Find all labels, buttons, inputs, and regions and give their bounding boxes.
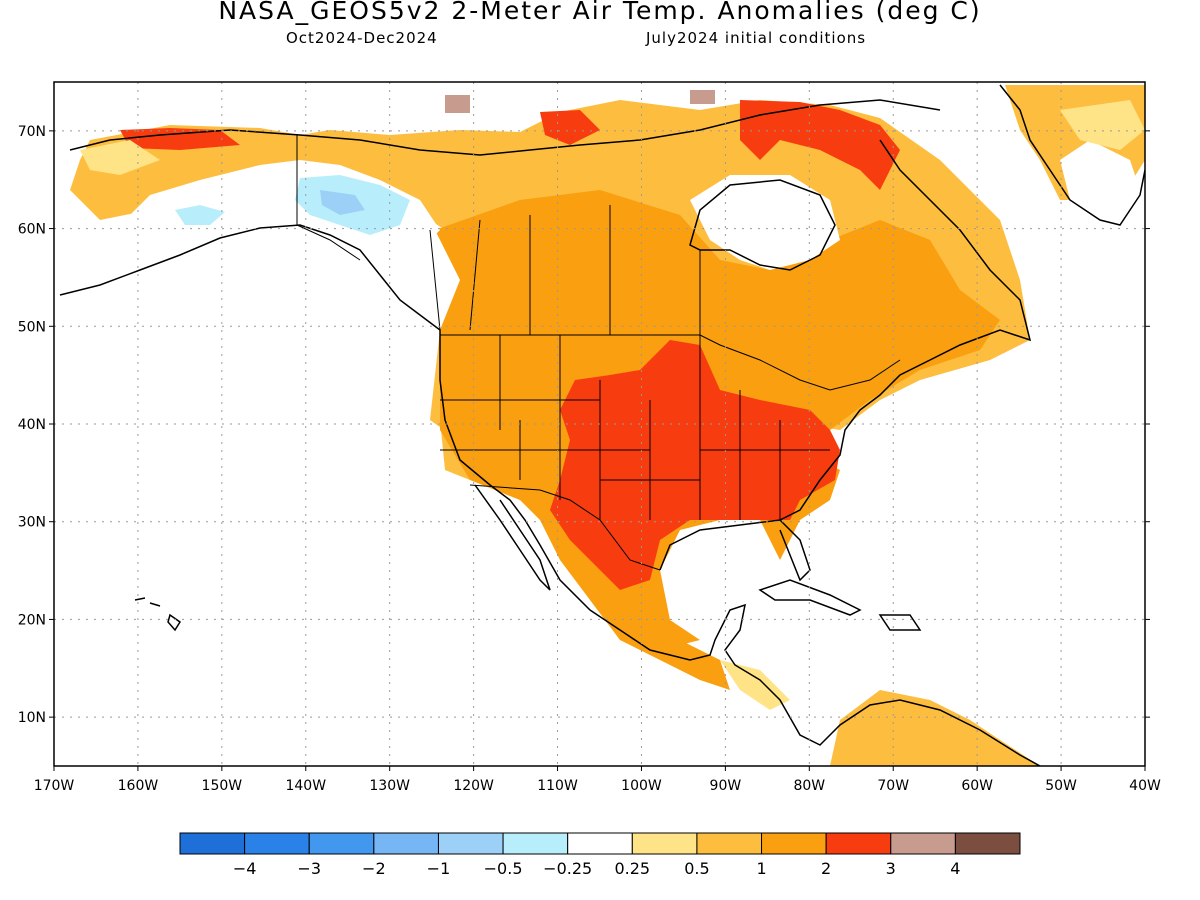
lat-label: 50N	[18, 319, 46, 335]
coastline-hawaii	[134, 597, 182, 632]
anomaly-region-greenland-warm	[1060, 100, 1145, 150]
anomaly-region-baffin-red	[740, 100, 900, 190]
border-alaska-canada	[296, 135, 361, 261]
anomaly-patch-brown-1	[445, 95, 470, 113]
lon-label: 130W	[369, 778, 410, 794]
border-us-mexico	[469, 484, 661, 571]
colorbar-label: −1	[427, 859, 451, 878]
lon-label: 100W	[621, 778, 662, 794]
coastline-north-america	[59, 224, 1041, 766]
colorbar-swatch	[825, 832, 892, 855]
lat-label: 40N	[18, 417, 46, 433]
coastline-cuba	[758, 579, 862, 616]
colorbar-label: 2	[821, 859, 831, 878]
colorbar-label: −0.5	[484, 859, 523, 878]
colorbar-swatch	[502, 832, 569, 855]
colorbar-swatch	[437, 832, 504, 855]
longitude-labels: 170W 160W 150W 140W 130W 120W 110W 100W 90W 80W 70…	[34, 778, 1161, 794]
anomaly-region-south-america	[830, 690, 1040, 766]
anomaly-shading	[70, 85, 1145, 766]
colorbar-labels: −4 −3 −2 −1 −0.5 −0.25 0.25 0.5 1 2 3 4	[233, 859, 961, 878]
initial-conditions: July2024 initial conditions	[646, 29, 867, 47]
lon-label: 140W	[285, 778, 326, 794]
lon-label: 70W	[877, 778, 909, 794]
latitude-labels: 70N 60N 50N 40N 30N 20N 10N	[18, 124, 46, 726]
coastline-east-coast	[779, 139, 1032, 521]
lon-label: 110W	[537, 778, 578, 794]
colorbar	[179, 832, 1021, 855]
anomaly-region-arctic-red	[120, 128, 240, 150]
lon-label: 40W	[1129, 778, 1161, 794]
lat-label: 60N	[18, 222, 46, 238]
colorbar-swatch	[696, 832, 763, 855]
lon-label: 160W	[118, 778, 159, 794]
colorbar-swatch	[631, 832, 698, 855]
border-us-canada	[440, 334, 901, 391]
colorbar-label: −3	[297, 859, 321, 878]
colorbar-swatch	[567, 832, 633, 855]
colorbar-label: 1	[756, 859, 766, 878]
colorbar-swatch	[761, 832, 827, 855]
coastline-hispaniola	[878, 614, 922, 631]
lon-label: 150W	[202, 778, 243, 794]
anomaly-region-hudson-bay	[690, 175, 840, 270]
anomaly-region-us-red	[550, 340, 840, 590]
colorbar-swatch	[244, 832, 310, 855]
lat-label: 70N	[18, 124, 46, 140]
colorbar-label: 0.5	[684, 859, 709, 878]
lat-label: 10N	[18, 710, 46, 726]
colorbar-label: 4	[950, 859, 960, 878]
forecast-period: Oct2024-Dec2024	[286, 29, 438, 47]
anomaly-region-yukon-cooler	[320, 190, 365, 215]
coastline-greenland	[999, 84, 1145, 226]
anomaly-region-central-america	[720, 660, 790, 710]
anomaly-region-greenland-interior	[1060, 140, 1140, 210]
axis-ticks	[49, 130, 1150, 771]
lon-label: 170W	[34, 778, 75, 794]
lat-label: 30N	[18, 515, 46, 531]
lon-label: 60W	[961, 778, 993, 794]
colorbar-label: −2	[362, 859, 386, 878]
coastline-gulf-of-mexico	[659, 519, 811, 582]
coastline-baja-california	[474, 484, 551, 591]
political-borders	[296, 135, 901, 571]
lon-label: 50W	[1045, 778, 1077, 794]
lon-label: 120W	[453, 778, 494, 794]
anomaly-region-alaska-warm	[80, 140, 160, 175]
anomaly-patch-brown-2	[690, 90, 715, 104]
border-us-states	[440, 335, 830, 520]
map-title: NASA_GEOS5v2 2-Meter Air Temp. Anomalies…	[218, 0, 982, 25]
colorbar-swatch	[890, 832, 956, 855]
colorbar-label: −0.25	[543, 859, 592, 878]
border-canada-provinces	[429, 205, 701, 345]
colorbar-swatch	[373, 832, 439, 855]
lat-label: 20N	[18, 612, 46, 628]
lon-label: 80W	[793, 778, 825, 794]
anomaly-region-arctic-red-2	[540, 110, 600, 145]
coastline-arctic	[69, 99, 941, 156]
colorbar-label: −4	[233, 859, 257, 878]
colorbar-swatch	[179, 832, 246, 855]
colorbar-swatch	[308, 832, 375, 855]
colorbar-label: 0.25	[614, 859, 650, 878]
anomaly-region-alaska-cool	[175, 205, 225, 225]
coastlines	[59, 84, 1145, 766]
lon-label: 90W	[710, 778, 742, 794]
colorbar-label: 3	[886, 859, 896, 878]
colorbar-swatch	[954, 832, 1021, 855]
